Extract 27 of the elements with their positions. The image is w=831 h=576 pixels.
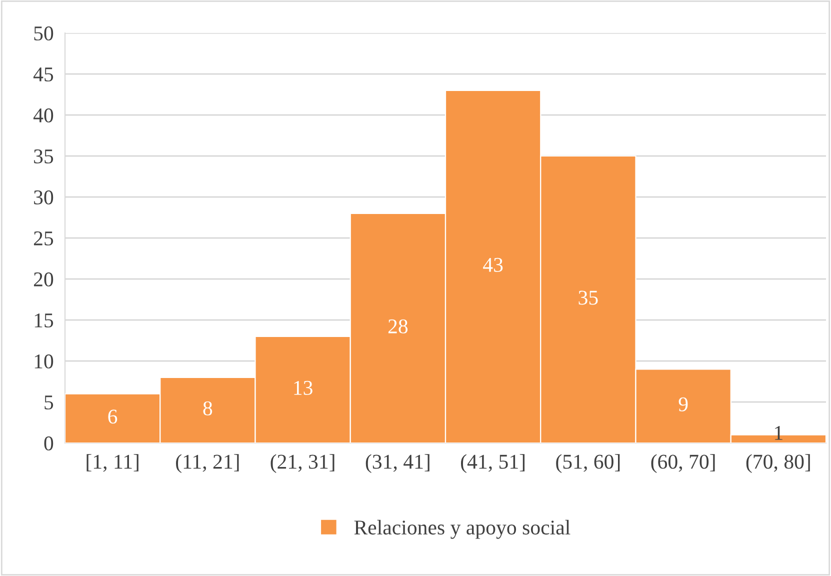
data-label: 6 bbox=[108, 410, 118, 424]
y-tick-label: 25 bbox=[34, 231, 54, 246]
data-label: 35 bbox=[578, 290, 598, 305]
y-tick-label: 10 bbox=[34, 354, 54, 368]
y-tick-label: 40 bbox=[33, 108, 54, 122]
y-tick-label: 15 bbox=[34, 313, 54, 328]
data-label: 8 bbox=[203, 401, 212, 416]
data-label: 43 bbox=[483, 258, 503, 272]
legend-label: Relaciones y apoyo social bbox=[354, 520, 570, 539]
y-tick-label: 50 bbox=[34, 26, 54, 40]
x-tick-label: (41, 51] bbox=[461, 454, 524, 474]
data-label: 9 bbox=[678, 397, 688, 412]
y-tick-label: 30 bbox=[34, 190, 54, 204]
x-tick-label: (60, 70] bbox=[651, 454, 715, 474]
data-label: 28 bbox=[388, 319, 408, 334]
x-tick-label: (21, 31] bbox=[270, 454, 334, 474]
data-label: 13 bbox=[294, 380, 312, 395]
y-tick-label: 20 bbox=[34, 272, 54, 286]
x-tick-label: (31, 41] bbox=[366, 454, 430, 474]
x-tick-label: (11, 21] bbox=[176, 454, 239, 474]
y-tick-label: 5 bbox=[44, 396, 54, 410]
y-tick-label: 35 bbox=[34, 149, 54, 164]
y-tick-label: 45 bbox=[33, 68, 54, 82]
x-tick-label: (70, 80] bbox=[746, 454, 810, 474]
y-tick-label: 0 bbox=[44, 436, 54, 450]
x-tick-label: (51, 60] bbox=[556, 454, 620, 474]
x-tick-label: [1, 11] bbox=[86, 454, 138, 472]
